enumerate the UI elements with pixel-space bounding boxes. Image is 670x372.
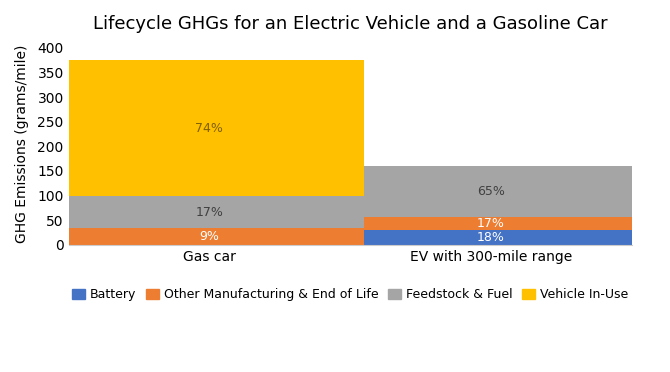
Text: 65%: 65%	[477, 185, 505, 198]
Text: 74%: 74%	[196, 122, 223, 135]
Text: 17%: 17%	[477, 217, 505, 230]
Text: 18%: 18%	[477, 231, 505, 244]
Bar	[336, 217, 646, 230]
Title: Lifecycle GHGs for an Electric Vehicle and a Gasoline Car: Lifecycle GHGs for an Electric Vehicle a…	[93, 15, 608, 33]
Text: 9%: 9%	[200, 230, 219, 243]
Y-axis label: GHG Emissions (grams/mile): GHG Emissions (grams/mile)	[15, 45, 29, 243]
Bar	[54, 196, 364, 228]
Legend: Battery, Other Manufacturing & End of Life, Feedstock & Fuel, Vehicle In-Use: Battery, Other Manufacturing & End of Li…	[67, 283, 633, 306]
Bar	[336, 166, 646, 217]
Bar	[54, 60, 364, 196]
Bar	[336, 230, 646, 245]
Bar	[54, 228, 364, 245]
Text: 17%: 17%	[196, 206, 223, 219]
